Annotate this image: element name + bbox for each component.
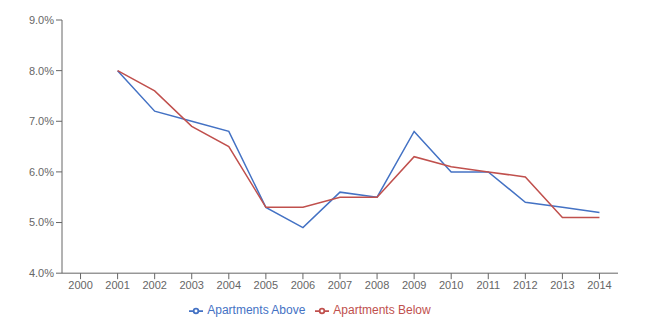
svg-text:2007: 2007 (328, 279, 352, 291)
svg-text:2008: 2008 (365, 279, 389, 291)
svg-text:5.0%: 5.0% (29, 216, 54, 228)
svg-text:2003: 2003 (179, 279, 203, 291)
html-text:Apartments Above: Apartments Above (207, 303, 306, 318)
svg-text:7.0%: 7.0% (29, 115, 54, 127)
svg-text:8.0%: 8.0% (29, 65, 54, 77)
svg-text:2013: 2013 (550, 279, 574, 291)
html-text:Apartments Below: Apartments Below (333, 303, 431, 318)
svg-text:2005: 2005 (254, 279, 278, 291)
svg-text:2009: 2009 (402, 279, 426, 291)
svg-text:2000: 2000 (68, 279, 92, 291)
svg-text:2014: 2014 (587, 279, 611, 291)
svg-text:2001: 2001 (105, 279, 129, 291)
svg-text:4.0%: 4.0% (29, 267, 54, 279)
svg-text:9.0%: 9.0% (29, 14, 54, 26)
svg-text:2010: 2010 (439, 279, 463, 291)
svg-text:2006: 2006 (291, 279, 315, 291)
svg-text:6.0%: 6.0% (29, 166, 54, 178)
svg-text:2002: 2002 (142, 279, 166, 291)
svg-text:2004: 2004 (217, 279, 241, 291)
svg-text:2011: 2011 (476, 279, 500, 291)
svg-text:2012: 2012 (513, 279, 537, 291)
